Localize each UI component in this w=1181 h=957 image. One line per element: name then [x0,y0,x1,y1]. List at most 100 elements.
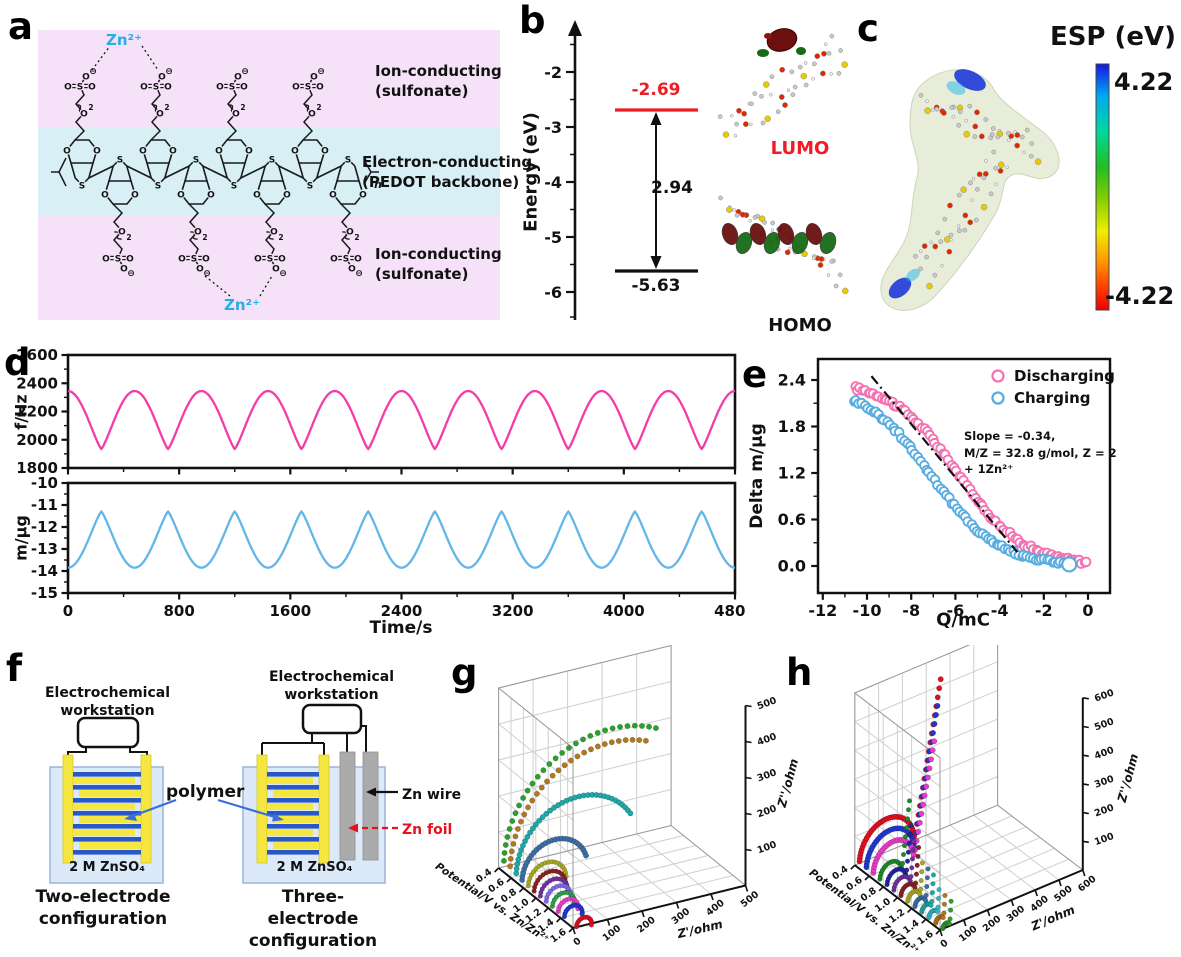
svg-text:S: S [77,82,83,92]
two-electrode-caption: Two-electrode configuration [35,887,171,930]
frequency-axis-label: f/Hz [11,394,31,430]
svg-text:O: O [354,254,362,264]
svg-text:0: 0 [63,602,73,620]
workstation-label-right: Electrochemical workstation [268,669,395,704]
svg-text:400: 400 [1093,745,1116,762]
svg-text:2: 2 [88,103,93,112]
svg-text:1800: 1800 [16,459,58,477]
svg-text:O: O [118,227,126,237]
band-label-electron: Electron-conducting (PEDOT backbone) [362,153,533,191]
svg-text:100: 100 [756,839,779,856]
time-axis-label: Time/s [369,618,433,638]
eis-3d-chart-two-electrode: 0 100 200 300 400 5001002003004005000.40.60.8… [474,645,779,948]
svg-text:-6: -6 [947,601,965,620]
svg-text:⊖: ⊖ [127,269,135,279]
svg-text:O: O [330,254,338,264]
svg-text:O: O [240,82,248,92]
svg-text:-10: -10 [31,474,58,492]
svg-text:S: S [343,254,349,264]
svg-text:O: O [156,109,164,119]
svg-text:O: O [207,190,215,200]
zn-ion-label-top: Zn²⁺ [106,31,143,49]
svg-text:500: 500 [1093,716,1116,733]
svg-text:-6: -6 [544,283,562,302]
svg-text:⊖: ⊖ [203,269,211,279]
band-label-ion-top: Ion-conducting (sulfonate) [375,62,502,100]
svg-text:1.8: 1.8 [778,417,806,436]
svg-text:1.2: 1.2 [778,464,806,483]
svg-text:1.6: 1.6 [548,926,568,945]
svg-text:O: O [216,82,224,92]
svg-text:1.0: 1.0 [873,896,893,915]
zn-ion-label-bottom: Zn²⁺ [224,296,261,314]
panel-label-a: a [8,5,33,48]
svg-text:⊖: ⊖ [279,269,287,279]
svg-text:⊖: ⊖ [355,269,363,279]
svg-text:O: O [245,146,253,156]
svg-text:S: S [155,181,161,191]
svg-text:600: 600 [1093,687,1116,704]
svg-text:O: O [292,82,300,92]
svg-text:O: O [253,190,261,200]
svg-text:O: O [310,72,318,82]
mass-axis-label: m/μg [11,515,31,561]
electrode-configuration-schematic [49,703,398,884]
svg-text:-14: -14 [31,562,58,580]
svg-text:O: O [131,190,139,200]
svg-text:O: O [316,82,324,92]
svg-text:S: S [193,155,199,165]
svg-text:O: O [101,190,109,200]
svg-text:O: O [215,146,223,156]
svg-text:O: O [196,264,204,274]
svg-text:2400: 2400 [16,374,58,392]
panel-label-d: d [4,341,31,384]
svg-text:-8: -8 [902,601,920,620]
svg-text:O: O [346,227,354,237]
svg-text:0.4: 0.4 [830,864,850,883]
svg-text:4800: 4800 [714,602,745,620]
svg-text:200: 200 [1093,802,1116,819]
svg-text:1.6: 1.6 [915,928,935,947]
svg-text:2: 2 [278,233,283,242]
mass-vs-charge-chart: -12 -10 -8 -6 -4 -2 0 0.0 0.6 1.2 1.8 2.4 [778,357,1112,620]
svg-text:O: O [64,82,72,92]
svg-text:2: 2 [240,103,245,112]
legend-label-discharging: Discharging [1014,367,1115,385]
svg-text:200: 200 [635,914,658,935]
svg-text:800: 800 [164,602,195,620]
eqcm-frequency-mass-chart: 2600 2400 2200 2000 1800-10 -11 -12 -13 -14 -15 0 8… [16,346,745,620]
svg-text:3200: 3200 [492,602,534,620]
slope-annotation: Slope = -0.34, M/Z = 32.8 g/mol, Z = 2 +… [964,429,1117,477]
svg-text:n: n [374,178,382,191]
svg-text:S: S [117,155,123,165]
svg-text:0.0: 0.0 [778,557,806,576]
svg-text:0.6: 0.6 [844,874,864,893]
svg-text:-4: -4 [991,601,1009,620]
panel-label-g: g [451,651,478,694]
svg-text:O: O [278,254,286,264]
svg-text:400: 400 [704,897,727,918]
svg-text:0: 0 [938,937,950,950]
svg-text:O: O [232,109,240,119]
svg-text:O: O [177,190,185,200]
esp-scale-title: ESP (eV) [1049,22,1177,52]
svg-text:O: O [63,146,71,156]
svg-text:2200: 2200 [16,403,58,421]
svg-text:2400: 2400 [381,602,423,620]
svg-text:O: O [283,190,291,200]
homo-label: HOMO [768,315,832,336]
polymer-label: polymer [166,782,245,802]
svg-text:S: S [191,254,197,264]
svg-text:O: O [120,264,128,274]
svg-text:2000: 2000 [16,431,58,449]
svg-text:O: O [234,72,242,82]
svg-text:O: O [88,82,96,92]
zn-wire-label: Zn wire [402,787,462,803]
svg-text:600: 600 [1076,873,1099,894]
svg-text:S: S [305,82,311,92]
panel-label-c: c [857,7,879,50]
svg-text:S: S [229,82,235,92]
svg-text:⊖: ⊖ [89,67,97,77]
panel-label-b: b [519,0,546,42]
